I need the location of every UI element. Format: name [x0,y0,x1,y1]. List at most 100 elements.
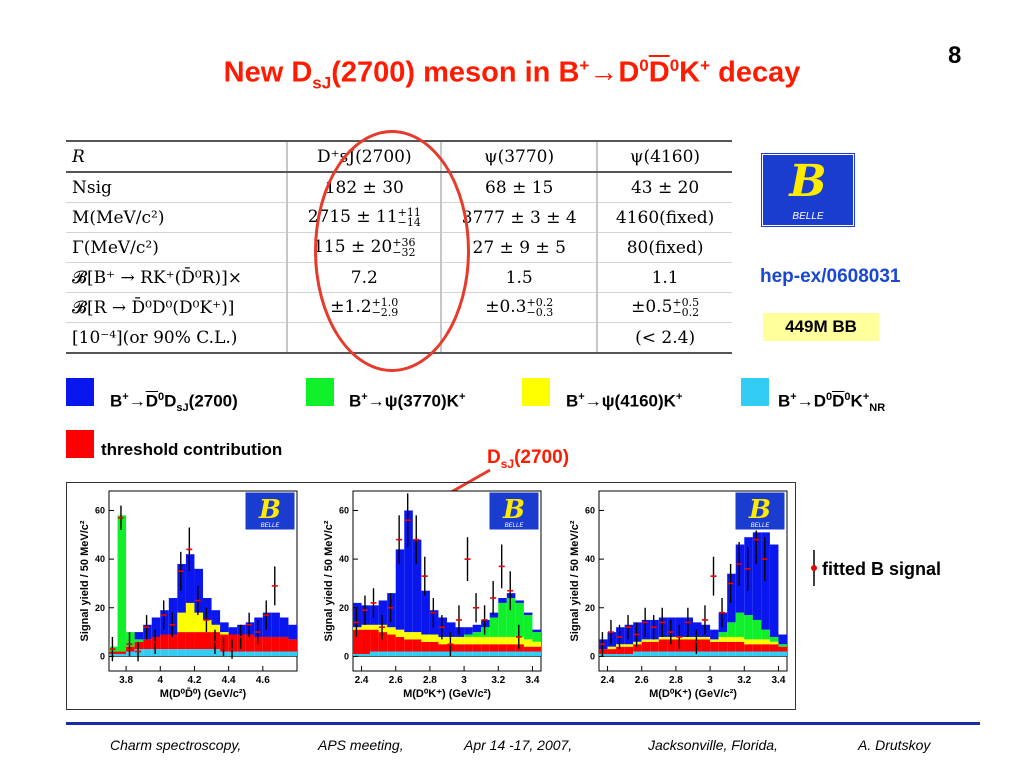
bar-blue [633,622,642,642]
bar-red [211,632,221,650]
bar-yellow [421,634,430,642]
bar-yellow [438,636,447,645]
bar-cyan [710,651,719,657]
y-tick-label: 0 [590,651,595,661]
legend-item: B+→ψ(4160)K+ [566,391,682,412]
bar-green [523,615,533,640]
bar-yellow [735,636,745,642]
bar-cyan [761,651,770,657]
bar-yellow [693,636,702,640]
bar-red [228,634,238,652]
bar-green [126,632,135,647]
bar-yellow [429,634,439,642]
bar-red [438,644,447,652]
bar-blue [378,600,388,625]
bar-red [447,644,456,652]
bar-cyan [641,651,651,657]
bar-blue [151,617,161,637]
bar-yellow [650,639,659,642]
x-tick-label: 3.2 [737,675,751,686]
table-cell: 4160(fixed) [596,202,732,233]
bar-red [472,644,482,652]
l: D [145,391,158,411]
bar-yellow [769,641,779,645]
table-row-label: [10⁻⁴](or 90% C.L.) [66,322,288,354]
bb-count-badge: 449M BB [763,313,879,341]
bar-yellow [464,636,473,645]
l: ψ(4160)K [601,391,676,411]
bar-cyan [752,651,762,657]
bar-cyan [438,651,447,657]
value: ±0.3 [485,297,527,318]
bar-cyan [387,651,396,657]
bar-blue [395,549,405,630]
bar-cyan [279,651,289,657]
bar-red [421,641,430,652]
x-tick-label: 4.2 [188,675,202,686]
bar-cyan [117,653,127,657]
table-cell: 1.1 [596,262,732,293]
bar-yellow [624,644,634,647]
bar-blue [735,544,745,613]
bar-red [429,641,439,652]
bar-green [506,598,516,637]
bar-red [370,629,379,652]
chart-panel: 0 20 40 60 3.8 4 4.2 4.4 4.6 M(D⁰D̄⁰) (GeV/c²) Sig… [79,490,298,700]
x-tick-label: 3.2 [491,675,505,686]
legend-item: B+→D0DsJ(2700) [110,391,238,414]
bar-cyan [506,651,516,657]
l: D [164,391,177,411]
belle-mini-bg [244,491,296,531]
bar-green [718,632,728,637]
belle-mini-letter: B [748,495,771,525]
bar-blue [220,622,229,633]
table-cell: ±0.5+0.5 −0.2 [596,292,732,323]
x-tick-label: 2.8 [423,675,437,686]
bar-cyan [607,653,617,657]
bar-yellow [515,636,524,645]
bar-yellow [455,636,465,645]
bar-blue [288,624,297,640]
title-part: D [648,56,670,89]
legend-item: B+→ψ(3770)K+ [349,391,465,412]
l: D [832,391,845,411]
err-dn: −0.2 [672,305,700,319]
table-cell: 80(fixed) [596,232,732,263]
bar-blue [658,617,668,637]
bar-cyan [378,651,388,657]
bar-green [481,627,490,637]
bar-cyan [203,649,212,657]
x-tick-label: 2.4 [601,675,615,686]
bar-blue [523,612,533,616]
bar-yellow [607,646,617,650]
bar-cyan [404,651,413,657]
table-row-label: Nsig [66,172,288,203]
bar-red [245,634,255,652]
bar-yellow [194,612,203,633]
l: D [487,447,501,468]
table-row-label: Γ(MeV/c²) [66,232,288,263]
y-axis-label: Signal yield / 50 MeV/c² [569,520,581,641]
legend-swatch-blue [66,378,94,406]
bar-blue [515,600,524,603]
bar-red [237,634,246,652]
l: ψ(3770)K [384,391,459,411]
bar-green [498,602,507,637]
bar-cyan [245,651,255,657]
bar-yellow [211,624,221,633]
bar-red [378,632,388,652]
bar-blue [421,590,430,635]
table-cell: 43 ± 20 [596,172,732,203]
err-dn: −0.3 [526,305,554,319]
bar-cyan [288,651,297,657]
bar-yellow [658,636,668,640]
bar-blue [675,617,685,637]
bar-blue [143,624,152,640]
bar-yellow [727,636,736,642]
belle-logo: B BELLE [762,154,854,226]
bar-blue [667,617,676,637]
belle-letter: B [789,156,827,207]
bar-red [693,639,702,652]
belle-mini-letter: B [258,495,281,525]
title-part: K [679,56,701,89]
